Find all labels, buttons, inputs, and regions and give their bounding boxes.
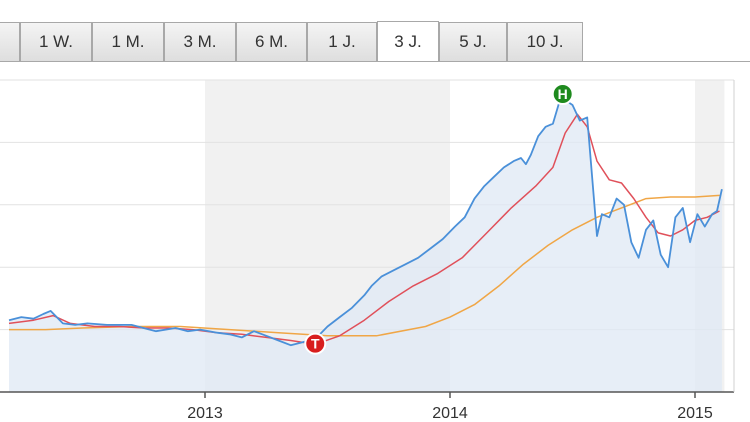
price-line (8, 97, 723, 347)
tab-label: 6 M. (254, 32, 289, 51)
high-marker (551, 83, 574, 106)
tab-1-year[interactable]: 1 J. (307, 22, 377, 61)
tab-label: 1 W. (38, 32, 73, 51)
price-area (9, 98, 722, 392)
tab-label: 1 J. (328, 32, 356, 51)
tab-3-months[interactable]: 3 M. (164, 22, 236, 61)
tab-label: 3 J. (394, 32, 422, 51)
low-marker (304, 332, 327, 355)
ma-short-line (8, 113, 720, 346)
tab-1-week[interactable]: 1 W. (20, 22, 92, 61)
tab-baseline (0, 61, 750, 62)
tab-label: 5 J. (459, 32, 487, 51)
tab-10-years[interactable]: 10 J. (507, 22, 583, 61)
tab-label: 10 J. (526, 32, 564, 51)
high-marker-label: H (558, 86, 568, 102)
tab-label: 1 M. (111, 32, 145, 51)
tab-1-month[interactable]: 1 M. (92, 22, 164, 61)
x-tick-label: 2013 (187, 405, 223, 422)
x-tick-label: 2014 (432, 405, 468, 422)
ma-long-line (9, 194, 720, 337)
tab-5-years[interactable]: 5 J. (439, 22, 507, 61)
x-tick-label: 2015 (677, 405, 713, 422)
tab-label: 3 M. (183, 32, 217, 51)
low-marker-label: T (311, 336, 320, 352)
tab-6-months[interactable]: 6 M. (236, 22, 307, 61)
tab-3-years[interactable]: 3 J. (377, 21, 439, 62)
price-chart: 2013 2014 2015 H T (0, 79, 735, 422)
tab-partial[interactable] (0, 22, 20, 61)
range-tabs: 1 W. 1 M. 3 M. 6 M. 1 J. 3 J. 5 J. 10 J. (0, 0, 750, 62)
